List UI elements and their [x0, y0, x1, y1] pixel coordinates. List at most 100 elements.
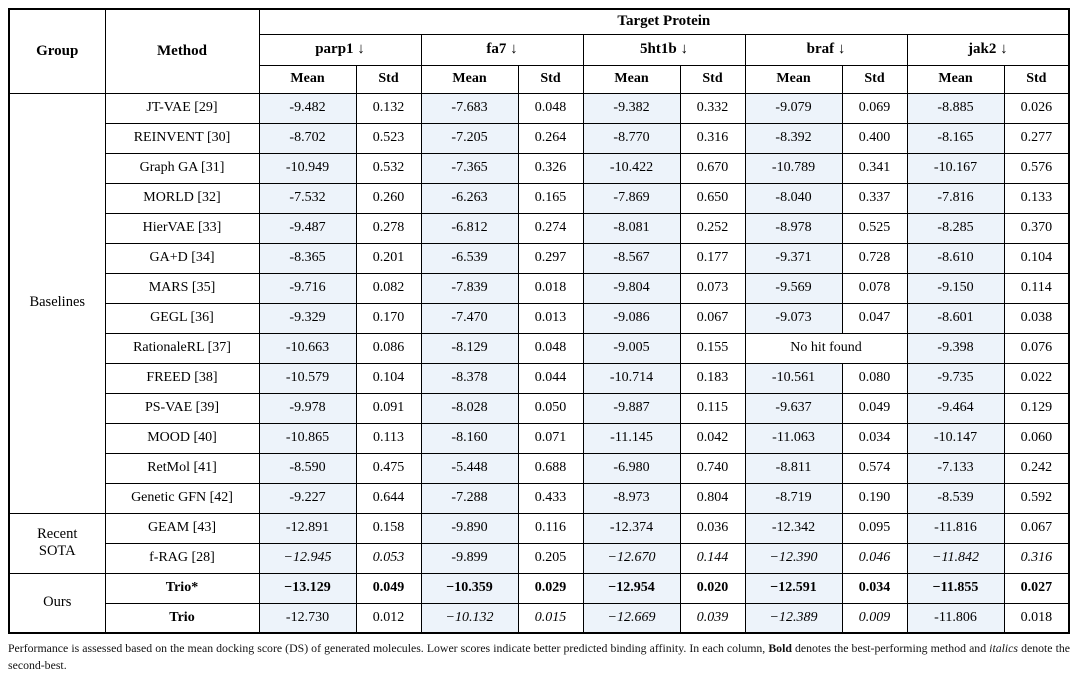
- mean-value: -9.382: [582, 92, 681, 124]
- std-value: 0.129: [1003, 392, 1070, 424]
- subcolumn-header-row: Mean Std Mean Std Mean Std Mean Std Mean Std: [9, 64, 1070, 94]
- method-label: Trio*: [104, 572, 260, 604]
- mean-value: -10.714: [582, 362, 681, 394]
- mean-value: -8.285: [906, 212, 1005, 244]
- mean-value: -8.539: [906, 482, 1005, 514]
- table-row: HierVAE [33] -9.487 0.278 -6.812 0.274 -8.081…: [9, 212, 1070, 244]
- std-value: 0.015: [517, 602, 584, 634]
- table-row: MARS [35] -9.716 0.082 -7.839 0.018 -9.804 0.0…: [9, 272, 1070, 304]
- mean-value: -11.145: [582, 422, 681, 454]
- table-row: FREED [38] -10.579 0.104 -8.378 0.044 -10.714…: [9, 362, 1070, 394]
- method-label: Genetic GFN [42]: [104, 482, 260, 514]
- std-value: 0.069: [841, 92, 908, 124]
- subcol-header-mean: Mean: [906, 64, 1005, 94]
- table-row: Baselines JT-VAE [29] -9.482 0.132 -7.683 0.0…: [8, 92, 1070, 514]
- std-value: 0.341: [841, 152, 908, 184]
- mean-value: -7.869: [582, 182, 681, 214]
- mean-value: -11.816: [906, 512, 1005, 544]
- std-value: 0.523: [355, 122, 422, 154]
- std-value: 0.133: [1003, 182, 1070, 214]
- std-value: 0.071: [517, 422, 584, 454]
- table-row: RetMol [41] -8.590 0.475 -5.448 0.688 -6.980 0…: [9, 452, 1070, 484]
- mean-value: -7.205: [420, 122, 519, 154]
- mean-value: -10.579: [258, 362, 357, 394]
- mean-value: -10.561: [744, 362, 843, 394]
- std-value: 0.525: [841, 212, 908, 244]
- std-value: 0.012: [355, 602, 422, 634]
- method-label: REINVENT [30]: [104, 122, 260, 154]
- no-hit-cell: No hit found: [744, 332, 908, 364]
- group-label: Baselines: [8, 92, 106, 514]
- mean-value: -6.980: [582, 452, 681, 484]
- std-value: 0.046: [841, 542, 908, 574]
- std-value: 0.574: [841, 452, 908, 484]
- subcol-header-mean: Mean: [582, 64, 681, 94]
- subcol-header-mean: Mean: [420, 64, 519, 94]
- std-value: 0.053: [355, 542, 422, 574]
- method-label: GEGL [36]: [104, 302, 260, 334]
- mean-value: -12.730: [258, 602, 357, 634]
- mean-value: -9.899: [420, 542, 519, 574]
- mean-value: -9.079: [744, 92, 843, 124]
- mean-value: -9.329: [258, 302, 357, 334]
- mean-value: −10.359: [420, 572, 519, 604]
- std-value: 0.116: [517, 512, 584, 544]
- footnote-italic-word: italics: [989, 641, 1019, 655]
- mean-value: -8.040: [744, 182, 843, 214]
- std-value: 0.082: [355, 272, 422, 304]
- mean-value: −12.945: [258, 542, 357, 574]
- std-value: 0.114: [1003, 272, 1070, 304]
- footnote-text-2: denotes the best-performing method and: [791, 641, 990, 655]
- std-value: 0.252: [679, 212, 746, 244]
- mean-value: -7.133: [906, 452, 1005, 484]
- std-value: 0.475: [355, 452, 422, 484]
- table-footnote: Performance is assessed based on the mea…: [8, 640, 1070, 674]
- std-value: 0.067: [679, 302, 746, 334]
- std-value: 0.804: [679, 482, 746, 514]
- std-value: 0.104: [355, 362, 422, 394]
- mean-value: -8.885: [906, 92, 1005, 124]
- table-row: REINVENT [30] -8.702 0.523 -7.205 0.264 -8.77…: [9, 122, 1070, 154]
- mean-value: -8.601: [906, 302, 1005, 334]
- table-row: Recent SOTA GEAM [43] -12.891 0.158 -9.890 0.…: [8, 512, 1070, 574]
- mean-value: -7.365: [420, 152, 519, 184]
- std-value: 0.688: [517, 452, 584, 484]
- std-value: 0.177: [679, 242, 746, 274]
- std-value: 0.080: [841, 362, 908, 394]
- std-value: 0.201: [355, 242, 422, 274]
- method-label: RetMol [41]: [104, 452, 260, 484]
- protein-header: braf ↓: [744, 33, 908, 66]
- std-value: 0.165: [517, 182, 584, 214]
- method-label: MOOD [40]: [104, 422, 260, 454]
- std-value: 0.264: [517, 122, 584, 154]
- std-value: 0.047: [841, 302, 908, 334]
- std-value: 0.740: [679, 452, 746, 484]
- table-row: Graph GA [31] -10.949 0.532 -7.365 0.326 -10.…: [9, 152, 1070, 184]
- mean-value: -9.637: [744, 392, 843, 424]
- std-value: 0.036: [679, 512, 746, 544]
- mean-value: −12.670: [582, 542, 681, 574]
- std-value: 0.034: [841, 422, 908, 454]
- table-row: GEGL [36] -9.329 0.170 -7.470 0.013 -9.086 0.0…: [9, 302, 1070, 334]
- std-value: 0.433: [517, 482, 584, 514]
- mean-value: -5.448: [420, 452, 519, 484]
- std-value: 0.020: [679, 572, 746, 604]
- mean-value: -10.147: [906, 422, 1005, 454]
- std-value: 0.048: [517, 92, 584, 124]
- mean-value: -7.839: [420, 272, 519, 304]
- mean-value: -8.811: [744, 452, 843, 484]
- mean-value: -12.891: [258, 512, 357, 544]
- col-header-target-protein: Target Protein: [258, 8, 1070, 35]
- mean-value: -9.371: [744, 242, 843, 274]
- mean-value: -8.129: [420, 332, 519, 364]
- table-row: MORLD [32] -7.532 0.260 -6.263 0.165 -7.869 0.…: [9, 182, 1070, 214]
- mean-value: -12.374: [582, 512, 681, 544]
- mean-value: -7.288: [420, 482, 519, 514]
- mean-value: −10.132: [420, 602, 519, 634]
- std-value: 0.316: [1003, 542, 1070, 574]
- std-value: 0.067: [1003, 512, 1070, 544]
- subcol-header-std: Std: [841, 64, 908, 94]
- mean-value: −12.389: [744, 602, 843, 634]
- std-value: 0.400: [841, 122, 908, 154]
- mean-value: -9.086: [582, 302, 681, 334]
